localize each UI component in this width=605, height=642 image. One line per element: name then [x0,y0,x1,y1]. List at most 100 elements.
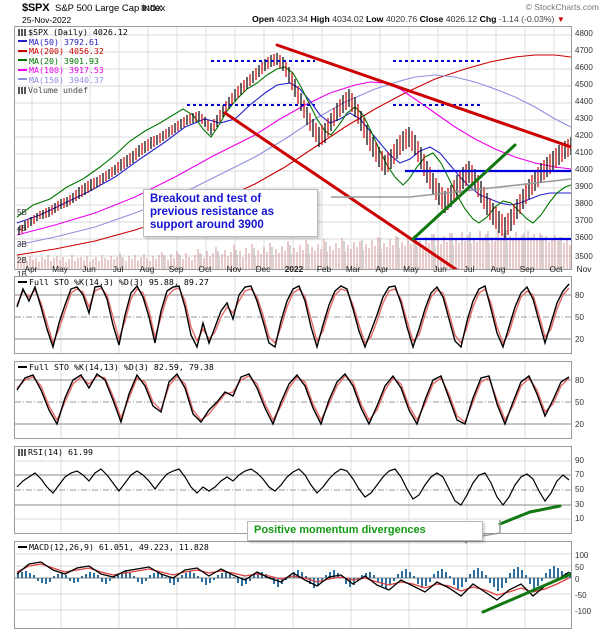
x-label-jun-2: Jun [433,264,447,274]
volume-tick-1b: 1B [17,270,27,279]
price-tick-4000: 4000 [575,165,593,174]
close-value: 4026.12 [445,14,478,24]
low-value: 4020.76 [385,14,418,24]
rsi-svg [15,447,571,533]
x-label-apr-2: Apr [375,264,389,274]
high-label: High [310,14,330,24]
sto-slow-tick-50: 50 [575,398,584,407]
x-label-mar: Mar [345,264,361,274]
price-tick-4500: 4500 [575,80,593,89]
sto-slow-plot-area [15,362,571,438]
upper-resistance-trendline [275,43,571,149]
rsi-tick-30: 30 [575,500,584,509]
price-tick-3700: 3700 [575,216,593,225]
open-label: Open [252,14,275,24]
ma50-swatch-icon [18,40,27,43]
macd-tick-0: 0 [575,575,580,584]
price-tick-4300: 4300 [575,114,593,123]
macd-signal-line [16,563,570,596]
x-label-apr-1: Apr [24,264,38,274]
macd-gridlines [15,542,571,628]
price-tick-4200: 4200 [575,131,593,140]
x-label-nov-2: Nov [576,264,592,274]
legend-ma50: MA(50) 3792.61 [18,37,128,48]
volume-tick-3b: 3B [17,240,27,249]
sto-fast-svg [15,277,571,353]
x-label-oct-1: Oct [198,264,212,274]
rsi-tick-70: 70 [575,470,584,479]
momentum-divergence-callout: Positive momentum divergences [247,521,483,541]
x-label-sep-1: Sep [168,264,184,274]
price-tick-4600: 4600 [575,63,593,72]
sto-slow-swatch-icon [18,365,27,368]
macd-tick-100: 100 [575,551,589,560]
price-candlesticks [18,53,571,239]
quote-date: 25-Nov-2022 [22,15,72,25]
sto-fast-tick-50: 50 [575,313,584,322]
x-axis: Apr May Jun Jul Aug Sep Oct Nov Dec 2022… [14,264,592,278]
volume-bars-icon [18,86,26,94]
price-tick-3800: 3800 [575,199,593,208]
symbol-ticker: $SPX [22,2,50,14]
rsi-indicator-icon [18,449,26,456]
rsi-legend: RSI(14) 61.99 [18,447,93,458]
ma200-line [16,54,571,256]
sto-slow-k-line [16,372,570,426]
candlestick-icon [18,29,26,36]
high-value: 4034.02 [332,14,364,24]
macd-line [16,561,570,601]
price-plot-area [15,27,571,269]
macd-panel[interactable]: MACD(12,26,9) 61.051, 49.223, 11.828 [14,541,572,629]
dotted-resistance-lines [187,60,483,106]
full-stochastic-slow-panel[interactable]: Full STO %K(14,13) %D(3) 82.59, 79.38 [14,361,572,439]
sto-fast-tick-20: 20 [575,335,584,344]
breakout-annotation-callout: Breakout and test of previous resistance… [143,189,318,237]
rsi-panel[interactable]: RSI(14) 61.99 [14,446,572,534]
sto-fast-plot-area [15,277,571,353]
legend-ma20: MA(20) 3901.93 [18,56,128,67]
price-tick-3600: 3600 [575,233,593,242]
ma20-swatch-icon [18,59,27,62]
x-label-may-1: May [52,264,68,274]
ma100-line [16,81,571,236]
ohlc-quote-bar: Open 4023.34 High 4034.02 Low 4020.76 Cl… [252,14,565,24]
price-tick-4800: 4800 [575,29,593,38]
lower-support-trendline [223,111,459,269]
volume-bars [17,230,571,269]
x-label-may-2: May [403,264,419,274]
sto-fast-k-line [16,283,570,350]
volume-tick-5b: 5B [17,208,27,217]
sto-fast-tick-80: 80 [575,291,584,300]
price-tick-4400: 4400 [575,97,593,106]
macd-swatch-icon [18,545,27,548]
rsi-tick-10: 10 [575,514,584,523]
macd-plot-area [15,542,571,628]
x-label-jun-1: Jun [82,264,96,274]
macd-divergence-trendline [481,572,571,614]
rsi-legend-text: RSI(14) 61.99 [28,447,93,457]
symbol-name: S&P 500 Large Cap Index [55,3,166,14]
macd-legend-text: MACD(12,26,9) 61.051, 49.223, 11.828 [29,542,209,552]
rsi-tick-90: 90 [575,456,584,465]
change-value: -1.14 (-0.03%) [498,14,555,24]
sto-slow-legend-text: Full STO %K(14,13) %D(3) 82.59, 79.38 [29,362,214,372]
change-label: Chg [479,14,497,24]
sto-fast-d-line [16,287,570,346]
full-stochastic-fast-panel[interactable]: Full STO %K(14,3) %D(3) 95.88, 89.27 [14,276,572,354]
x-label-feb: Feb [316,264,332,274]
macd-tick-neg50: -50 [575,591,587,600]
ma20-line [16,66,571,224]
macd-legend: MACD(12,26,9) 61.051, 49.223, 11.828 [18,542,209,553]
legend-symbol: $SPX (Daily) 4026.12 [18,27,128,38]
sto-slow-svg [15,362,571,438]
sto-fast-legend-text: Full STO %K(14,3) %D(3) 95.88, 89.27 [29,277,209,287]
ma100-swatch-icon [18,68,27,71]
price-tick-4100: 4100 [575,148,593,157]
x-label-nov-1: Nov [226,264,242,274]
price-tick-4700: 4700 [575,46,593,55]
x-label-jul-2: Jul [463,264,475,274]
legend-ma200: MA(200) 4056.32 [18,46,128,57]
close-label: Close [419,14,444,24]
macd-tick-neg100: -100 [575,607,592,616]
momentum-divergence-text: Positive momentum divergences [254,524,426,536]
